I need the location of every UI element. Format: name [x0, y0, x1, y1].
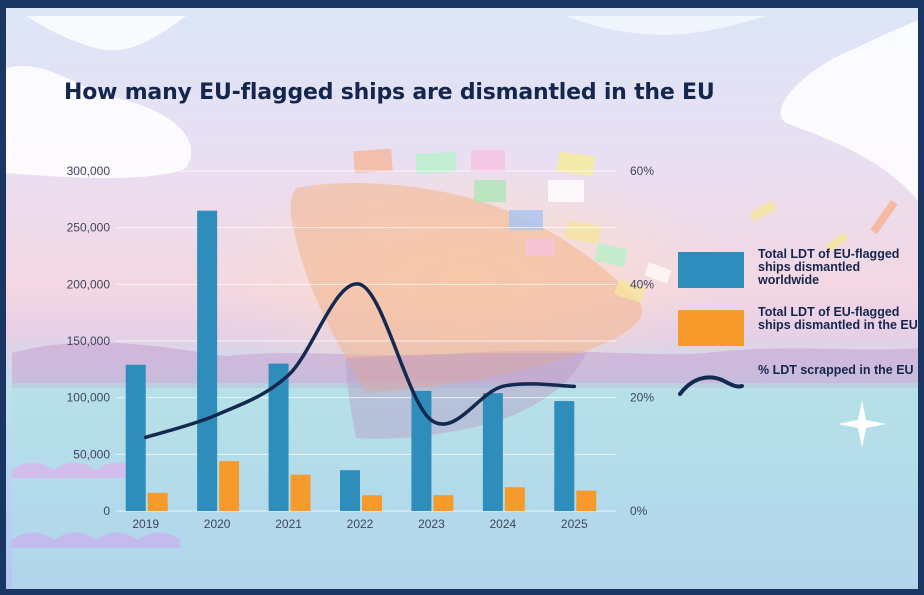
x-tick-label: 2024 [490, 517, 517, 531]
wave-band-bottom [12, 532, 180, 548]
bar-eu [576, 490, 597, 511]
bar-worldwide [268, 363, 289, 511]
x-tick-label: 2022 [347, 517, 374, 531]
legend-label-worldwide: Total LDT of EU-flagged ships dismantled… [758, 247, 900, 287]
bar-worldwide [482, 393, 503, 511]
x-tick-label: 2019 [132, 517, 159, 531]
debris [594, 242, 628, 268]
debris [644, 262, 672, 284]
x-tick-label: 2025 [561, 517, 588, 531]
bar-eu [147, 492, 168, 511]
x-tick-label: 2021 [275, 517, 302, 531]
cloud-left [6, 65, 192, 178]
percent-line-path [143, 282, 577, 440]
x-axis: 2019 2020 2021 2022 2023 2024 2025 [132, 517, 588, 531]
bar-worldwide [125, 364, 146, 511]
legend-swatch-worldwide [678, 252, 744, 288]
debris [548, 180, 584, 202]
background-illustration [6, 16, 918, 589]
y2-axis: 0% 20% 40% 60% [630, 164, 654, 518]
y-tick-label: 300,000 [67, 164, 111, 178]
y-tick-label: 100,000 [67, 391, 111, 405]
debris [474, 180, 506, 202]
y-tick-label: 150,000 [67, 334, 111, 348]
bar-eu [362, 495, 382, 511]
debris [415, 151, 457, 175]
bar-eu [433, 495, 454, 511]
gridlines [116, 170, 616, 512]
x-tick-label: 2023 [418, 517, 445, 531]
bar-eu [504, 487, 525, 511]
legend-label-percent: % LDT scrapped in the EU [758, 363, 914, 377]
y2-tick-label: 40% [630, 277, 654, 291]
y-tick-label: 200,000 [67, 277, 111, 291]
cloud-top-right [566, 16, 766, 35]
debris [825, 232, 849, 252]
wave-band [12, 462, 138, 478]
legend-item-worldwide: Total LDT of EU-flagged ships dismantled… [678, 248, 918, 292]
debris [526, 238, 554, 256]
chart: 0 50,000 100,000 150,000 200,000 250,000 300,0… [67, 164, 655, 531]
debris [556, 151, 596, 177]
legend-swatch-eu [678, 310, 744, 346]
bars [125, 210, 597, 511]
legend-item-percent: % LDT scrapped in the EU [678, 364, 918, 408]
y-tick-label: 50,000 [73, 447, 110, 461]
page-title: How many EU-flagged ships are dismantled… [64, 80, 715, 105]
percent-line [143, 282, 577, 440]
legend-item-eu: Total LDT of EU-flagged ships dismantled… [678, 306, 918, 350]
legend-label-eu: Total LDT of EU-flagged ships dismantled… [758, 305, 918, 332]
debris [870, 199, 898, 235]
bar-worldwide [554, 401, 575, 511]
x-tick-label: 2020 [204, 517, 231, 531]
y-tick-label: 250,000 [67, 221, 111, 235]
debris [614, 279, 646, 303]
sparkle-icon [838, 400, 886, 448]
water [12, 383, 918, 589]
bar-eu [219, 461, 240, 511]
y2-tick-label: 20% [630, 391, 654, 405]
cloud-right [780, 20, 918, 201]
debris [509, 210, 543, 230]
bar-worldwide [340, 470, 360, 511]
cloud-top-left [26, 16, 186, 51]
debris [471, 150, 505, 172]
y-tick-label: 0 [103, 504, 110, 518]
y-axis: 0 50,000 100,000 150,000 200,000 250,000 300,0… [67, 164, 111, 518]
bar-eu [290, 474, 311, 511]
legend-swatch-percent [678, 375, 744, 396]
debris [749, 200, 777, 222]
debris [564, 220, 602, 244]
y2-tick-label: 60% [630, 164, 654, 178]
y2-tick-label: 0% [630, 504, 648, 518]
debris [353, 148, 393, 174]
bar-worldwide [411, 390, 432, 511]
bar-worldwide [197, 210, 218, 511]
